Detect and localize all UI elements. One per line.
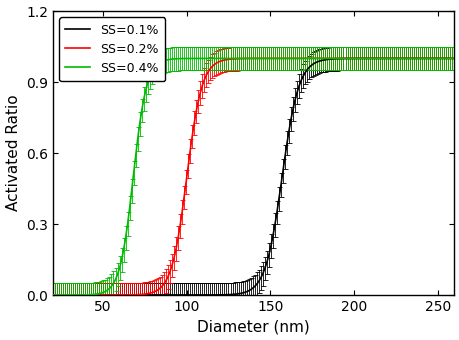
Line: SS=0.4%: SS=0.4% <box>53 58 453 295</box>
SS=0.4% <box>157 61 162 65</box>
SS=0.2% <box>66 293 72 297</box>
SS=0.1% <box>74 293 80 297</box>
SS=0.2% <box>157 286 162 290</box>
SS=0.4% <box>376 56 382 61</box>
SS=0.4% <box>419 56 424 61</box>
SS=0.1% <box>451 56 456 61</box>
SS=0.4% <box>432 56 438 61</box>
SS=0.2% <box>74 293 80 297</box>
SS=0.2% <box>50 293 56 297</box>
SS=0.1% <box>66 293 72 297</box>
Legend: SS=0.1%, SS=0.2%, SS=0.4%: SS=0.1%, SS=0.2%, SS=0.4% <box>59 17 165 81</box>
SS=0.4% <box>50 293 56 297</box>
SS=0.1% <box>416 56 422 61</box>
SS=0.4% <box>74 293 80 297</box>
SS=0.2% <box>416 56 422 61</box>
X-axis label: Diameter (nm): Diameter (nm) <box>197 320 309 335</box>
SS=0.1% <box>431 56 436 61</box>
SS=0.1% <box>157 293 162 297</box>
SS=0.4% <box>124 222 130 226</box>
SS=0.2% <box>431 56 436 61</box>
SS=0.2% <box>124 293 130 297</box>
Y-axis label: Activated Ratio: Activated Ratio <box>6 95 21 211</box>
Line: SS=0.2%: SS=0.2% <box>53 58 453 295</box>
SS=0.4% <box>451 56 456 61</box>
SS=0.2% <box>451 56 456 61</box>
SS=0.1% <box>124 293 130 297</box>
Line: SS=0.1%: SS=0.1% <box>53 58 453 295</box>
SS=0.4% <box>66 293 72 297</box>
SS=0.1% <box>50 293 56 297</box>
